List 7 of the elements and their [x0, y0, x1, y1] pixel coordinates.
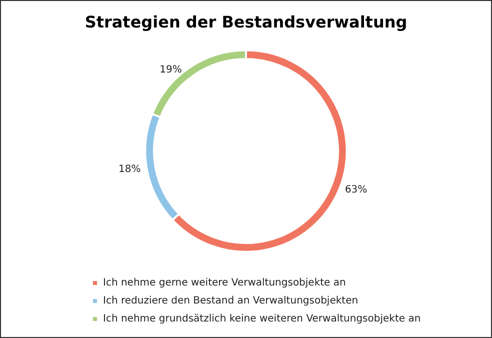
chart-title: Strategien der Bestandsverwaltung: [84, 12, 408, 32]
legend-label: Ich nehme grundsätzlich keine weiteren Verwaltungsobjekte an: [103, 314, 421, 324]
data-label: 18%: [118, 164, 141, 175]
data-label: 19%: [160, 64, 182, 76]
data-label: 63%: [344, 184, 368, 196]
legend-label: Ich reduziere den Bestand an Verwaltungsobjekten: [103, 296, 358, 306]
legend-label: Ich nehme gerne weitere Verwaltungsobjekte an: [103, 278, 346, 288]
